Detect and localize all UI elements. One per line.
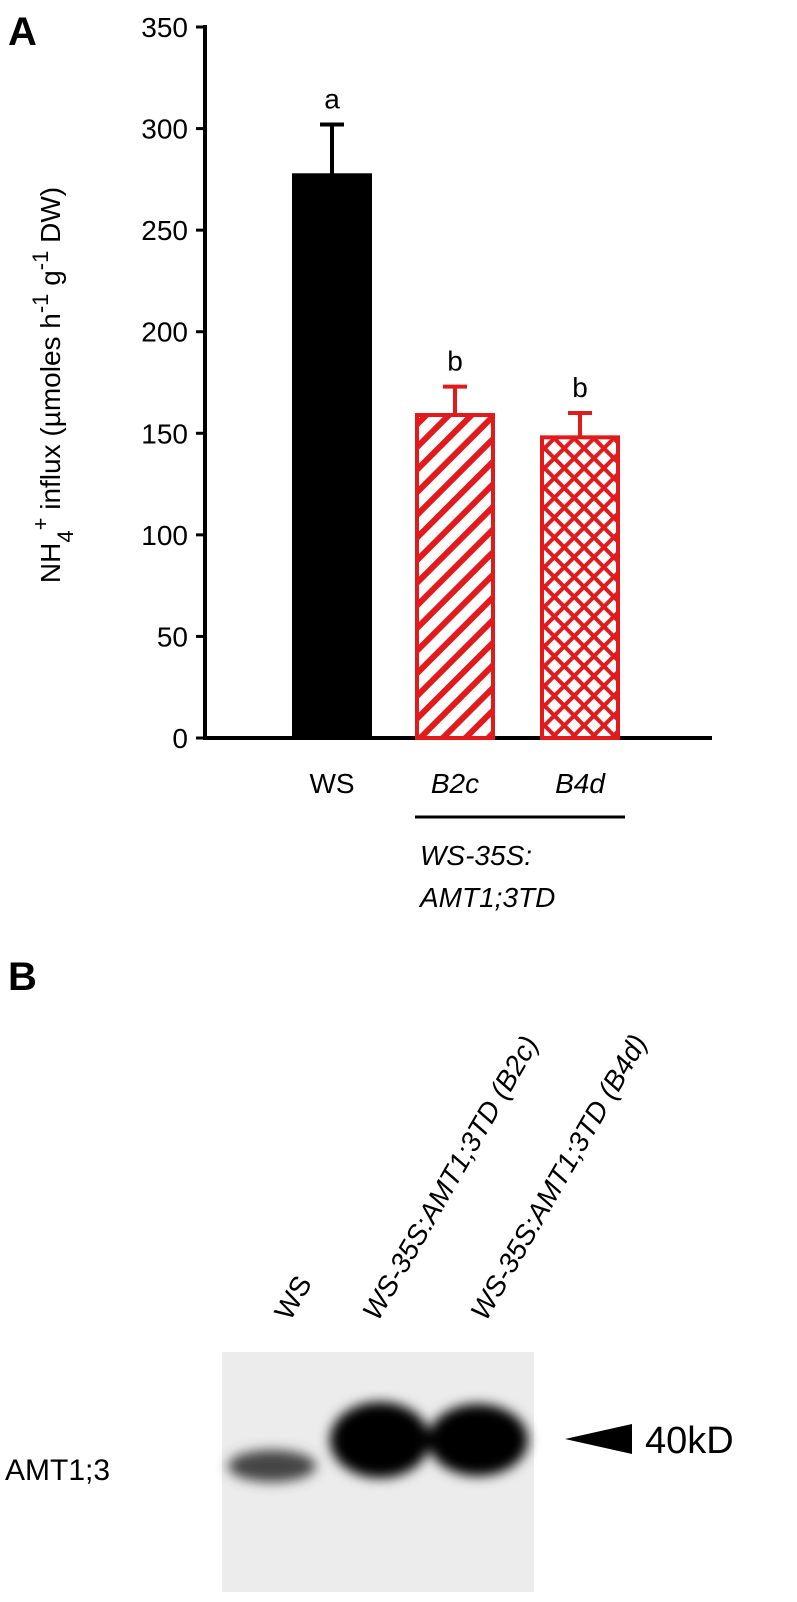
group-label: WS-35S:: [420, 840, 532, 871]
y-tick-label: 50: [157, 621, 188, 652]
bar: [540, 435, 620, 740]
group-label: AMT1;3TD: [418, 882, 555, 913]
y-tick-label: 200: [141, 317, 188, 348]
y-tick-label: 300: [141, 114, 188, 145]
bar: [292, 173, 372, 740]
x-tick-label: B2c: [431, 768, 479, 799]
x-tick-label: B4d: [555, 768, 606, 799]
size-marker: 40kD: [645, 1420, 734, 1462]
panel-label: A: [8, 10, 37, 54]
y-tick-label: 250: [141, 215, 188, 246]
protein-label: AMT1;3: [5, 1454, 110, 1487]
y-label-part: -1: [28, 294, 53, 314]
y-label-part: NH: [35, 543, 66, 583]
band: [330, 1402, 430, 1478]
y-tick-label: 100: [141, 520, 188, 551]
y-label-part: -1: [28, 251, 53, 271]
band: [228, 1450, 316, 1482]
significance-letter: b: [572, 372, 588, 403]
arrowhead: [565, 1424, 632, 1454]
x-tick-label: WS: [309, 768, 354, 799]
band: [428, 1404, 528, 1476]
y-label-part: +: [28, 518, 53, 531]
y-label-part: g: [35, 270, 66, 293]
significance-letter: a: [324, 84, 340, 115]
y-label-part: DW): [35, 187, 66, 251]
panel-label: B: [8, 955, 37, 999]
lane-label: WS: [268, 1270, 317, 1325]
y-tick-label: 150: [141, 418, 188, 449]
y-label-part: influx (µmoles h: [35, 313, 66, 517]
y-label-part: 4: [53, 530, 78, 542]
y-tick-label: 350: [141, 12, 188, 43]
blot-bands: [228, 1402, 528, 1482]
y-axis-label: NH4+ influx (µmoles h-1 g-1 DW): [28, 187, 78, 583]
significance-letter: b: [447, 346, 463, 377]
bar: [415, 413, 495, 740]
y-tick-label: 0: [172, 723, 188, 754]
